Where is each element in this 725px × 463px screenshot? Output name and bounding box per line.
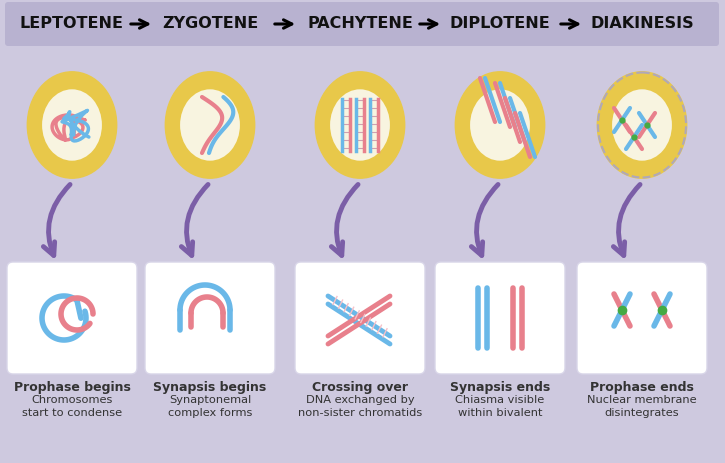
FancyBboxPatch shape bbox=[295, 262, 425, 374]
Ellipse shape bbox=[598, 73, 686, 177]
Ellipse shape bbox=[330, 89, 390, 161]
Text: Chiasma visible
within bivalent: Chiasma visible within bivalent bbox=[455, 395, 544, 418]
Ellipse shape bbox=[470, 89, 530, 161]
Ellipse shape bbox=[180, 89, 240, 161]
Text: DIPLOTENE: DIPLOTENE bbox=[450, 17, 550, 31]
FancyBboxPatch shape bbox=[435, 262, 565, 374]
Ellipse shape bbox=[166, 73, 254, 177]
FancyBboxPatch shape bbox=[145, 262, 275, 374]
Text: LEPTOTENE: LEPTOTENE bbox=[20, 17, 124, 31]
Text: Prophase begins: Prophase begins bbox=[14, 381, 130, 394]
Text: Synapsis begins: Synapsis begins bbox=[154, 381, 267, 394]
Text: DNA exchanged by
non-sister chromatids: DNA exchanged by non-sister chromatids bbox=[298, 395, 422, 418]
Ellipse shape bbox=[316, 73, 404, 177]
FancyBboxPatch shape bbox=[5, 2, 719, 46]
Ellipse shape bbox=[28, 73, 116, 177]
FancyBboxPatch shape bbox=[577, 262, 707, 374]
Text: PACHYTENE: PACHYTENE bbox=[307, 17, 413, 31]
Text: DIAKINESIS: DIAKINESIS bbox=[590, 17, 694, 31]
Text: Nuclear membrane
disintegrates: Nuclear membrane disintegrates bbox=[587, 395, 697, 418]
Ellipse shape bbox=[612, 89, 672, 161]
FancyBboxPatch shape bbox=[7, 262, 137, 374]
Ellipse shape bbox=[456, 73, 544, 177]
Ellipse shape bbox=[42, 89, 102, 161]
Text: ZYGOTENE: ZYGOTENE bbox=[162, 17, 258, 31]
Text: Prophase ends: Prophase ends bbox=[590, 381, 694, 394]
Text: Synapsis ends: Synapsis ends bbox=[450, 381, 550, 394]
Text: Chromosomes
start to condense: Chromosomes start to condense bbox=[22, 395, 122, 418]
Text: Synaptonemal
complex forms: Synaptonemal complex forms bbox=[167, 395, 252, 418]
Text: Crossing over: Crossing over bbox=[312, 381, 408, 394]
